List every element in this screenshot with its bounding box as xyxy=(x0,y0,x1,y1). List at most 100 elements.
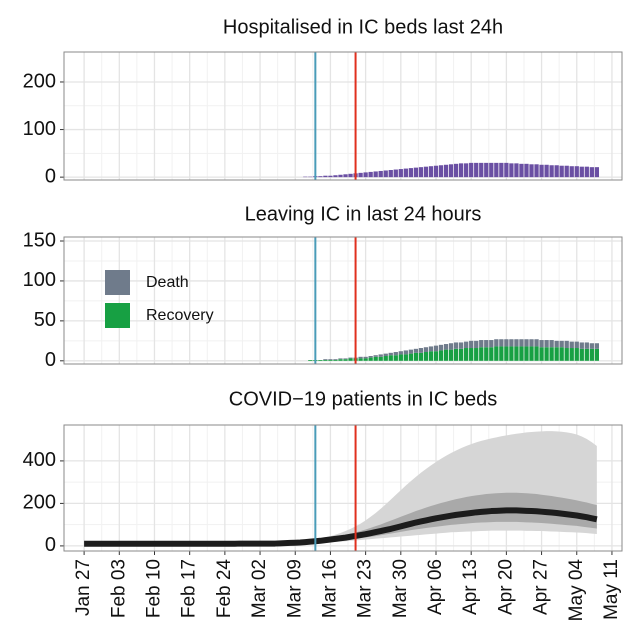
bar xyxy=(383,170,388,178)
bar-segment xyxy=(519,346,524,361)
plot-border xyxy=(63,236,623,365)
bar xyxy=(554,165,559,178)
bar xyxy=(574,166,579,178)
bar-segment xyxy=(509,339,514,347)
bar xyxy=(363,172,368,178)
bar-segment xyxy=(428,346,434,352)
bar xyxy=(423,166,429,178)
bar-segment xyxy=(403,350,408,355)
bar xyxy=(378,170,383,178)
bar-segment xyxy=(524,339,529,347)
bar-segment xyxy=(453,348,459,361)
bar-segment xyxy=(358,356,363,359)
x-tick-label: Mar 30 xyxy=(390,559,411,618)
bar-segment xyxy=(514,346,519,361)
x-tick-label: Feb 17 xyxy=(179,559,200,618)
bar-segment xyxy=(338,359,343,361)
bar-segment xyxy=(383,353,388,357)
bar-segment xyxy=(574,348,579,361)
bar-segment xyxy=(489,340,494,348)
bar-segment xyxy=(398,351,403,355)
bar-segment xyxy=(348,358,353,361)
bar-segment xyxy=(368,356,373,358)
bar-segment xyxy=(428,351,434,361)
x-tick-label: Feb 10 xyxy=(144,559,165,618)
x-tick-label: May 11 xyxy=(601,559,622,620)
bar-segment xyxy=(584,342,589,349)
bar-segment xyxy=(443,349,449,361)
bar xyxy=(408,168,414,178)
bar xyxy=(393,169,398,178)
bar-segment xyxy=(514,339,519,347)
x-tick-label: Apr 20 xyxy=(495,559,516,615)
x-tick-label: Jan 27 xyxy=(73,559,94,616)
bar xyxy=(443,164,449,178)
bar-segment xyxy=(343,358,348,360)
bar-segment xyxy=(363,356,368,359)
plot-border xyxy=(63,51,623,181)
bar-segment xyxy=(499,339,504,347)
bar xyxy=(509,163,514,178)
bar-segment xyxy=(564,348,569,361)
bar-segment xyxy=(328,360,333,361)
bar-segment xyxy=(308,360,313,361)
bar xyxy=(318,176,323,178)
bar-segment xyxy=(453,342,459,349)
bar-segment xyxy=(594,348,600,361)
bar-segment xyxy=(373,355,378,357)
bar-segment xyxy=(524,346,529,361)
bar-segment xyxy=(559,347,564,361)
y-tick-label: 100 xyxy=(23,269,56,291)
bar-segment xyxy=(574,341,579,349)
bar-segment xyxy=(413,352,419,361)
bar-segment xyxy=(534,346,539,361)
bar-segment xyxy=(388,352,393,356)
bar xyxy=(348,173,353,178)
x-tick-label: Mar 23 xyxy=(355,559,376,618)
bar-segment xyxy=(464,348,469,361)
y-tick-label: 400 xyxy=(23,449,56,471)
x-tick-label: Apr 13 xyxy=(460,559,481,615)
bar-segment xyxy=(579,342,584,349)
bar-segment xyxy=(504,346,509,361)
bar xyxy=(534,164,539,178)
bar xyxy=(338,174,343,178)
bar xyxy=(469,162,474,178)
bar-segment xyxy=(529,346,534,361)
bar-segment xyxy=(509,346,514,361)
bar xyxy=(458,163,464,178)
bar-segment xyxy=(469,340,474,349)
bar-segment xyxy=(539,347,544,361)
bar xyxy=(479,162,484,178)
bar xyxy=(569,166,574,178)
bar-segment xyxy=(469,348,474,361)
bar-segment xyxy=(484,347,489,361)
bar-segment xyxy=(458,342,464,349)
bar xyxy=(418,167,424,178)
bar-segment xyxy=(383,356,388,361)
bar xyxy=(413,167,419,178)
x-tick-label: Mar 16 xyxy=(319,559,340,618)
bar-segment xyxy=(559,340,564,348)
bar-segment xyxy=(333,360,338,361)
bar-segment xyxy=(484,340,489,348)
bar-segment xyxy=(549,347,554,361)
bar xyxy=(504,162,509,178)
bar-segment xyxy=(423,352,429,361)
y-tick-label: 150 xyxy=(23,229,56,251)
bar xyxy=(448,164,454,178)
legend-label: Recovery xyxy=(146,307,214,324)
bar xyxy=(519,163,524,178)
bar xyxy=(433,165,439,178)
bar-segment xyxy=(443,344,449,350)
legend-label: Death xyxy=(146,274,189,291)
bar-segment xyxy=(474,348,479,361)
y-tick-label: 0 xyxy=(45,534,56,556)
bar-segment xyxy=(378,356,383,361)
bar xyxy=(579,166,584,178)
line xyxy=(84,507,598,547)
bar-segment xyxy=(504,339,509,347)
bar-segment xyxy=(343,359,348,361)
bar xyxy=(438,165,444,178)
